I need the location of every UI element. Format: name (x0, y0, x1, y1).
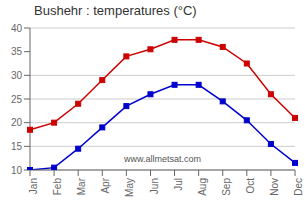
svg-text:15: 15 (11, 141, 23, 152)
svg-text:40: 40 (11, 23, 23, 34)
svg-text:30: 30 (11, 70, 23, 81)
svg-text:Nov: Nov (269, 178, 280, 196)
svg-text:May: May (124, 178, 135, 197)
svg-text:Jan: Jan (28, 178, 39, 194)
svg-text:Sep: Sep (221, 178, 232, 196)
svg-text:20: 20 (11, 117, 23, 128)
svg-text:Jul: Jul (173, 178, 184, 191)
svg-text:Jun: Jun (149, 178, 160, 194)
svg-text:Apr: Apr (100, 177, 111, 193)
svg-text:Mar: Mar (76, 177, 87, 195)
svg-text:25: 25 (11, 94, 23, 105)
svg-text:Feb: Feb (52, 178, 63, 196)
svg-text:Dec: Dec (293, 178, 304, 196)
svg-text:Oct: Oct (245, 178, 256, 194)
svg-text:35: 35 (11, 46, 23, 57)
html-text:Bushehr : temperatures (°C): Bushehr : temperatures (°C) (34, 3, 197, 18)
svg-text:10: 10 (11, 165, 23, 176)
html-text:www.allmetsat.com: www.allmetsat.com (124, 154, 201, 164)
svg-text:Aug: Aug (197, 178, 208, 196)
